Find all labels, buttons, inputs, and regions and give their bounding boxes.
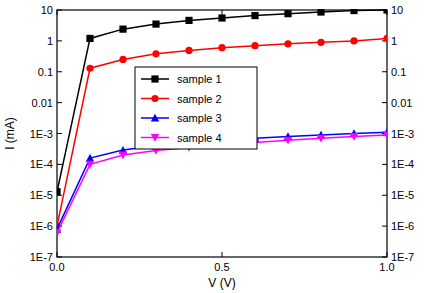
x-tick: [387, 252, 388, 257]
y2-tick: [382, 195, 387, 196]
x-tick-label: 1.0: [379, 261, 394, 273]
data-point: [317, 135, 325, 143]
y-tick-label: 10: [41, 4, 53, 16]
data-point: [317, 39, 324, 46]
data-point: [185, 47, 192, 54]
series-line: [57, 135, 387, 233]
x-tick-label: 0.0: [49, 261, 64, 273]
y-tick: [57, 133, 62, 134]
data-point: [383, 131, 387, 139]
data-point: [185, 17, 192, 24]
legend-marker: [151, 95, 158, 102]
series-line: [57, 38, 387, 226]
y2-tick-label: 1E-3: [391, 128, 414, 140]
x-tick: [57, 252, 58, 257]
data-point: [57, 229, 61, 237]
data-point: [350, 133, 358, 141]
data-point: [251, 42, 258, 49]
plot-area: [57, 9, 387, 237]
x-tick-top: [222, 10, 223, 15]
data-point: [86, 35, 93, 42]
y-tick-label: 1E-4: [30, 158, 53, 170]
data-point: [152, 20, 159, 27]
y2-tick-label: 1E-5: [391, 189, 414, 201]
data-point: [119, 26, 126, 33]
data-point: [251, 12, 258, 19]
data-point: [119, 56, 126, 63]
plot-frame: [57, 10, 387, 257]
legend-label: sample 1: [177, 73, 222, 85]
y2-tick-label: 1E-6: [391, 220, 414, 232]
x-tick-label: 0.5: [214, 261, 229, 273]
data-point: [284, 40, 291, 47]
legend-box: [135, 67, 257, 149]
chart: 10 10 1 1 0.1 0.1 0.01 0.01 1E-3 1E-3 1E-4 1E-4 1E-5…: [0, 0, 426, 293]
y2-tick-label: 10: [391, 4, 403, 16]
y-tick-label: 0.01: [32, 97, 53, 109]
y-axis-label: I (mA): [3, 117, 17, 150]
y2-tick: [382, 102, 387, 103]
y-tick: [57, 40, 62, 41]
y2-tick: [382, 164, 387, 165]
legend: sample 1 sample 2 sample 3 sample 4: [135, 67, 257, 149]
data-point: [317, 9, 324, 16]
y2-tick-label: 0.01: [391, 97, 412, 109]
y2-tick: [382, 226, 387, 227]
y-tick-label: 0.1: [38, 66, 53, 78]
y2-tick: [382, 257, 387, 258]
legend-marker: [151, 134, 159, 142]
data-point: [86, 65, 93, 72]
legend-marker: [151, 75, 158, 82]
series-line: [57, 10, 387, 192]
data-point: [383, 35, 387, 42]
y-tick: [57, 257, 62, 258]
y-tick: [57, 164, 62, 165]
legend-marker: [151, 114, 159, 122]
y-tick: [57, 71, 62, 72]
y-tick-label: 1E-6: [30, 220, 53, 232]
legend-label: sample 3: [177, 112, 222, 124]
data-point: [119, 151, 127, 159]
x-axis-label: V (V): [208, 276, 235, 290]
y-tick: [57, 102, 62, 103]
x-tick-top: [57, 10, 58, 15]
data-point: [284, 137, 292, 145]
data-point: [152, 50, 159, 57]
y2-tick-label: 1E-4: [391, 158, 414, 170]
y2-tick: [382, 71, 387, 72]
x-tick: [222, 252, 223, 257]
data-point: [86, 161, 94, 169]
data-point: [86, 154, 94, 162]
data-point: [218, 14, 225, 21]
y-tick: [57, 10, 62, 11]
data-point: [284, 10, 291, 17]
data-point: [350, 9, 357, 14]
y2-tick-label: 0.1: [391, 66, 406, 78]
y2-tick-label: 1: [391, 35, 397, 47]
data-point: [57, 188, 61, 195]
y-tick-label: 1E-3: [30, 128, 53, 140]
data-point: [383, 9, 387, 14]
legend-label: sample 4: [177, 132, 222, 144]
y-tick-label: 1E-5: [30, 189, 53, 201]
y-tick-label: 1: [47, 35, 53, 47]
legend-label: sample 2: [177, 93, 222, 105]
data-point: [218, 44, 225, 51]
data-point: [350, 37, 357, 44]
